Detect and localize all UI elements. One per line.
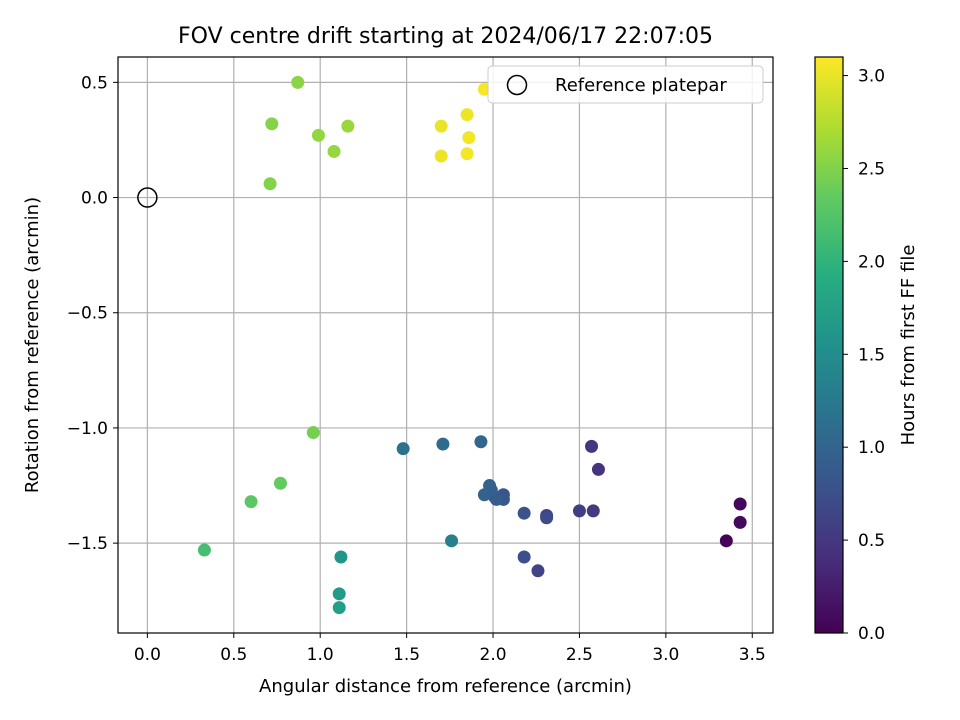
data-point bbox=[477, 488, 491, 502]
data-point bbox=[719, 534, 733, 548]
data-point bbox=[474, 435, 488, 449]
colorbar-tick-label: 1.5 bbox=[858, 345, 885, 365]
data-point bbox=[334, 550, 348, 564]
y-tick-label: −1.5 bbox=[67, 534, 108, 554]
colorbar-tick-label: 2.5 bbox=[858, 159, 885, 179]
colorbar-tick-label: 0.5 bbox=[858, 531, 885, 551]
data-point bbox=[586, 504, 600, 518]
colorbar-tick-label: 3.0 bbox=[858, 67, 885, 87]
reference-marker bbox=[137, 187, 158, 208]
data-points bbox=[197, 75, 747, 615]
reference-marker-group bbox=[137, 187, 158, 208]
data-point bbox=[396, 442, 410, 456]
colorbar-label: Hours from first FF file bbox=[898, 245, 919, 446]
colorbar-frame bbox=[814, 56, 844, 634]
data-point bbox=[434, 149, 448, 163]
legend-label: Reference platepar bbox=[555, 75, 727, 96]
data-point bbox=[585, 439, 599, 453]
data-point bbox=[591, 462, 605, 476]
colorbar-gradient bbox=[815, 57, 843, 633]
colorbar-tick-label: 1.0 bbox=[858, 438, 885, 458]
data-point bbox=[517, 506, 531, 520]
colorbar-tick-label: 2.0 bbox=[858, 252, 885, 272]
data-point bbox=[306, 426, 320, 440]
y-tick-label: −1.0 bbox=[67, 419, 108, 439]
data-point bbox=[265, 117, 279, 131]
x-tick-label: 0.5 bbox=[220, 645, 247, 665]
data-point bbox=[263, 177, 277, 191]
data-point bbox=[445, 534, 459, 548]
x-tick-label: 3.0 bbox=[652, 645, 679, 665]
x-tick-label: 2.5 bbox=[566, 645, 593, 665]
colorbar-ticks: 0.0 0.5 1.0 1.5 2.0 2.5 3.0 bbox=[843, 67, 885, 644]
y-tick-label: −0.5 bbox=[67, 304, 108, 324]
data-point bbox=[462, 131, 476, 145]
data-point bbox=[341, 119, 355, 133]
colorbar-tick-label: 0.0 bbox=[858, 624, 885, 644]
x-axis-label: Angular distance from reference (arcmin) bbox=[259, 676, 632, 697]
data-point bbox=[244, 495, 258, 509]
data-point bbox=[327, 144, 341, 158]
y-tick-label: 0.0 bbox=[81, 189, 108, 209]
legend: Reference platepar bbox=[487, 65, 764, 104]
data-point bbox=[531, 564, 545, 578]
data-point bbox=[332, 601, 346, 615]
legend-reference-marker bbox=[506, 74, 528, 96]
x-tick-label: 1.0 bbox=[307, 645, 334, 665]
data-point bbox=[332, 587, 346, 601]
data-point bbox=[311, 128, 325, 142]
y-axis-label: Rotation from reference (arcmin) bbox=[22, 197, 43, 493]
data-point bbox=[540, 511, 554, 525]
data-point bbox=[460, 147, 474, 161]
data-point bbox=[197, 543, 211, 557]
data-point bbox=[291, 75, 305, 89]
data-point bbox=[434, 119, 448, 133]
data-point bbox=[733, 515, 747, 529]
x-tick-label: 0.0 bbox=[134, 645, 161, 665]
chart-title: FOV centre drift starting at 2024/06/17 … bbox=[178, 24, 713, 49]
y-tick-label: 0.5 bbox=[81, 73, 108, 93]
data-point bbox=[273, 476, 287, 490]
data-point bbox=[436, 437, 450, 451]
grid-lines bbox=[118, 57, 773, 633]
legend-box bbox=[487, 65, 764, 104]
x-tick-label: 1.5 bbox=[393, 645, 420, 665]
data-point bbox=[733, 497, 747, 511]
data-point bbox=[572, 504, 586, 518]
x-tick-label: 2.0 bbox=[480, 645, 507, 665]
data-point bbox=[460, 108, 474, 122]
x-tick-label: 3.5 bbox=[739, 645, 766, 665]
plot-frame bbox=[117, 56, 774, 634]
y-axis-ticks: 0.5 0.0 −0.5 −1.0 −1.5 bbox=[67, 73, 118, 554]
data-point bbox=[517, 550, 531, 564]
x-axis-ticks: 0.0 0.5 1.0 1.5 2.0 2.5 3.0 3.5 bbox=[134, 633, 766, 665]
